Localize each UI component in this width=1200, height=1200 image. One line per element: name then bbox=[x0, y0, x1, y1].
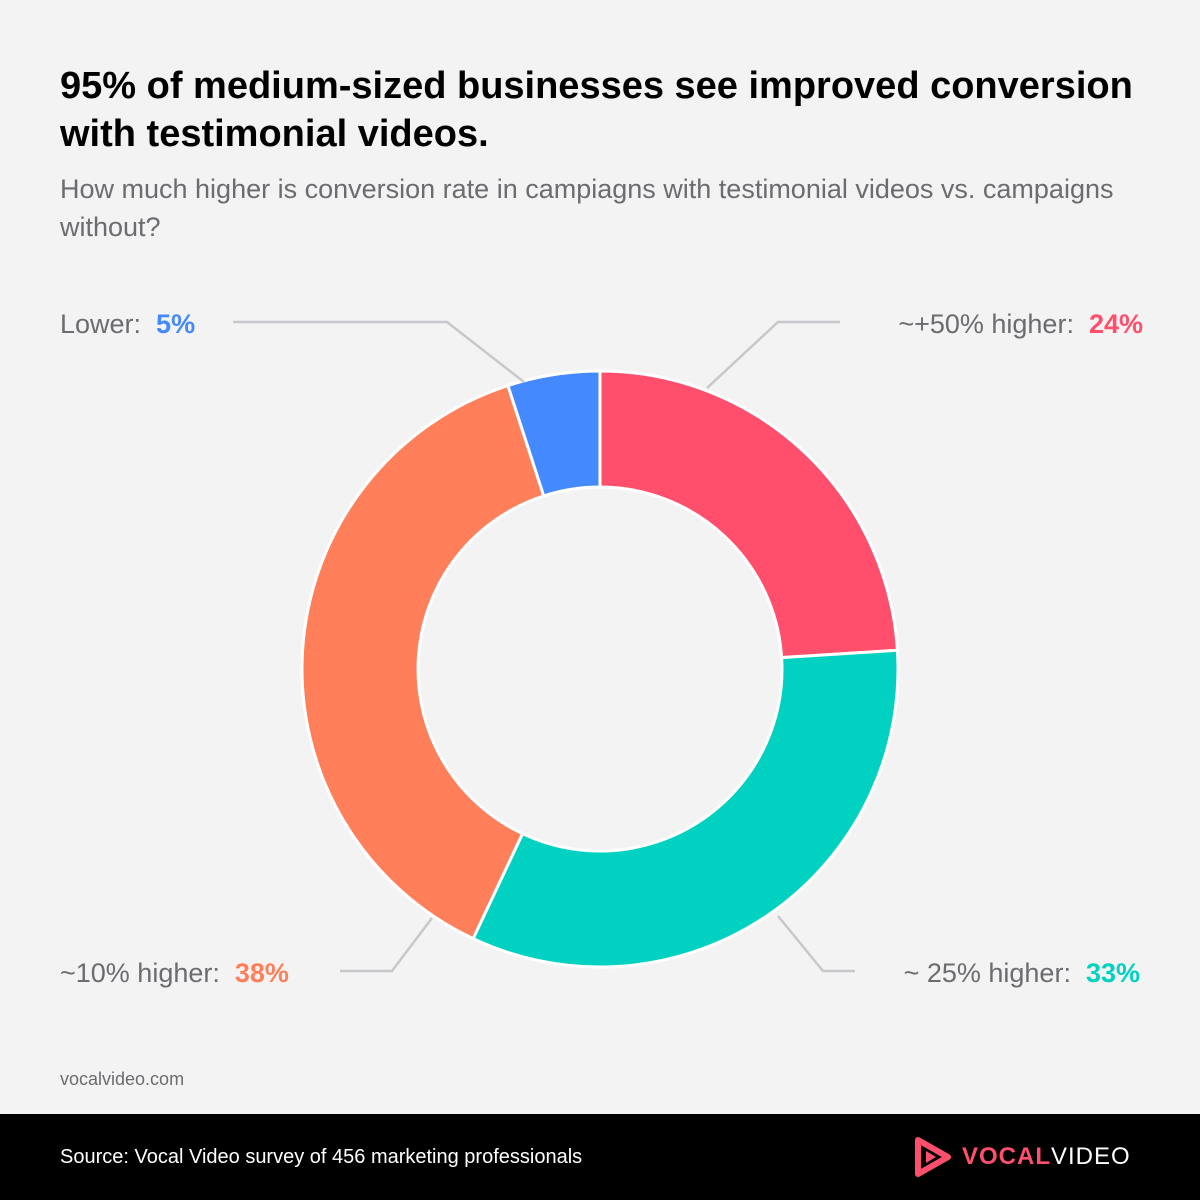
chart-title: 95% of medium-sized businesses see impro… bbox=[60, 65, 1133, 155]
play-logo-icon bbox=[915, 1137, 951, 1177]
slice-label-3: Lower: 5% bbox=[60, 309, 195, 339]
leader-line-2 bbox=[340, 917, 433, 973]
footer-bar: Source: Vocal Video survey of 456 market… bbox=[0, 1114, 1200, 1200]
donut-slice-3 bbox=[506, 369, 602, 498]
donut-slice-1 bbox=[471, 648, 900, 969]
donut-chart: ~+50% higher: 24% ~ 25% higher: 33% ~10% h… bbox=[60, 309, 1143, 988]
leader-line-1 bbox=[777, 915, 855, 973]
slice-category-1: ~ 25% higher: bbox=[904, 958, 1086, 988]
slice-label-0: ~+50% higher: 24% bbox=[898, 309, 1143, 339]
slice-category-0: ~+50% higher: bbox=[898, 309, 1089, 339]
slice-value-1: 33% bbox=[1086, 958, 1140, 988]
leader-line-0 bbox=[706, 320, 840, 389]
slice-label-1: ~ 25% higher: 33% bbox=[904, 958, 1140, 988]
website-label: vocalvideo.com bbox=[60, 1069, 185, 1089]
donut-slice-2 bbox=[300, 383, 546, 941]
leader-line-3 bbox=[233, 320, 525, 383]
slice-value-0: 24% bbox=[1089, 309, 1143, 339]
slice-value-3: 5% bbox=[156, 309, 195, 339]
brand-logo: VOCALVIDEO bbox=[912, 1132, 1131, 1182]
slice-category-2: ~10% higher: bbox=[60, 958, 235, 988]
slice-label-2: ~10% higher: 38% bbox=[60, 958, 289, 988]
chart-subtitle: How much higher is conversion rate in ca… bbox=[60, 174, 1114, 242]
slice-category-3: Lower: bbox=[60, 309, 156, 339]
brand-text-vocal: VOCAL bbox=[962, 1143, 1051, 1170]
slice-value-2: 38% bbox=[235, 958, 289, 988]
donut-slice-0 bbox=[598, 369, 900, 660]
source-note: Source: Vocal Video survey of 456 market… bbox=[60, 1146, 583, 1168]
brand-text-video: VIDEO bbox=[1051, 1143, 1131, 1170]
